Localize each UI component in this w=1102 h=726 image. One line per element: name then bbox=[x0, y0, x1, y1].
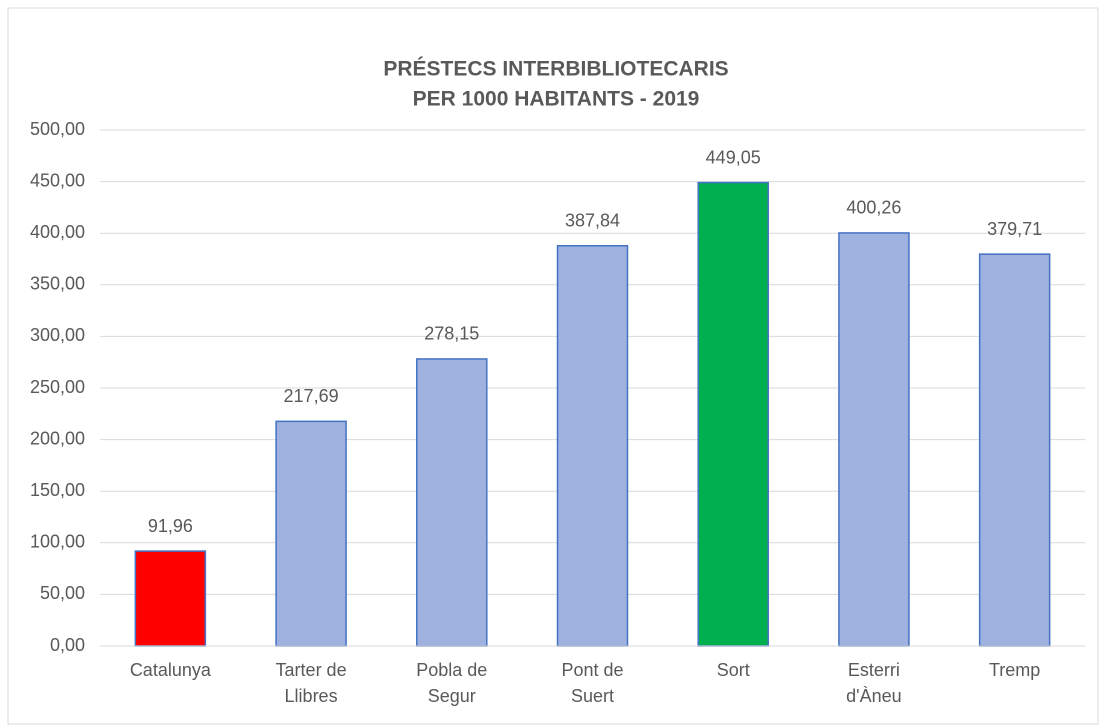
x-tick-label: Pobla de Segur bbox=[416, 660, 487, 706]
data-label: 387,84 bbox=[565, 210, 620, 230]
data-label: 91,96 bbox=[148, 516, 193, 536]
y-tick-label: 250,00 bbox=[30, 377, 85, 397]
data-label: 278,15 bbox=[424, 324, 479, 344]
y-tick-label: 0,00 bbox=[50, 635, 85, 655]
bar bbox=[416, 358, 488, 647]
y-tick-label: 200,00 bbox=[30, 428, 85, 448]
x-tick-label: Tremp bbox=[989, 660, 1040, 680]
bar bbox=[697, 181, 769, 647]
y-tick-label: 100,00 bbox=[30, 532, 85, 552]
data-label: 379,71 bbox=[987, 219, 1042, 239]
x-tick-label: Sort bbox=[717, 660, 750, 680]
bar bbox=[556, 244, 629, 647]
x-tick-label: Pont de Suert bbox=[561, 660, 623, 706]
data-label: 449,05 bbox=[706, 147, 761, 167]
bar bbox=[134, 550, 207, 647]
bar bbox=[275, 420, 347, 647]
y-tick-label: 350,00 bbox=[30, 274, 85, 294]
y-tick-label: 50,00 bbox=[40, 583, 85, 603]
data-label: 400,26 bbox=[846, 198, 901, 218]
y-tick-label: 450,00 bbox=[30, 170, 85, 190]
bar bbox=[838, 232, 910, 647]
chart-title: PER 1000 HABITANTS - 2019 bbox=[413, 88, 700, 111]
chart-title: PRÉSTECS INTERBIBLIOTECARIS bbox=[383, 58, 728, 81]
x-tick-label: Tarter de Llibres bbox=[276, 660, 347, 706]
bar bbox=[978, 253, 1051, 647]
y-tick-label: 500,00 bbox=[30, 119, 85, 139]
y-tick-label: 150,00 bbox=[30, 480, 85, 500]
y-tick-label: 300,00 bbox=[30, 325, 85, 345]
y-tick-label: 400,00 bbox=[30, 222, 85, 242]
x-tick-label: Catalunya bbox=[130, 660, 212, 680]
data-label: 217,69 bbox=[284, 386, 339, 406]
x-tick-label: Esterri d'Àneu bbox=[846, 660, 902, 706]
